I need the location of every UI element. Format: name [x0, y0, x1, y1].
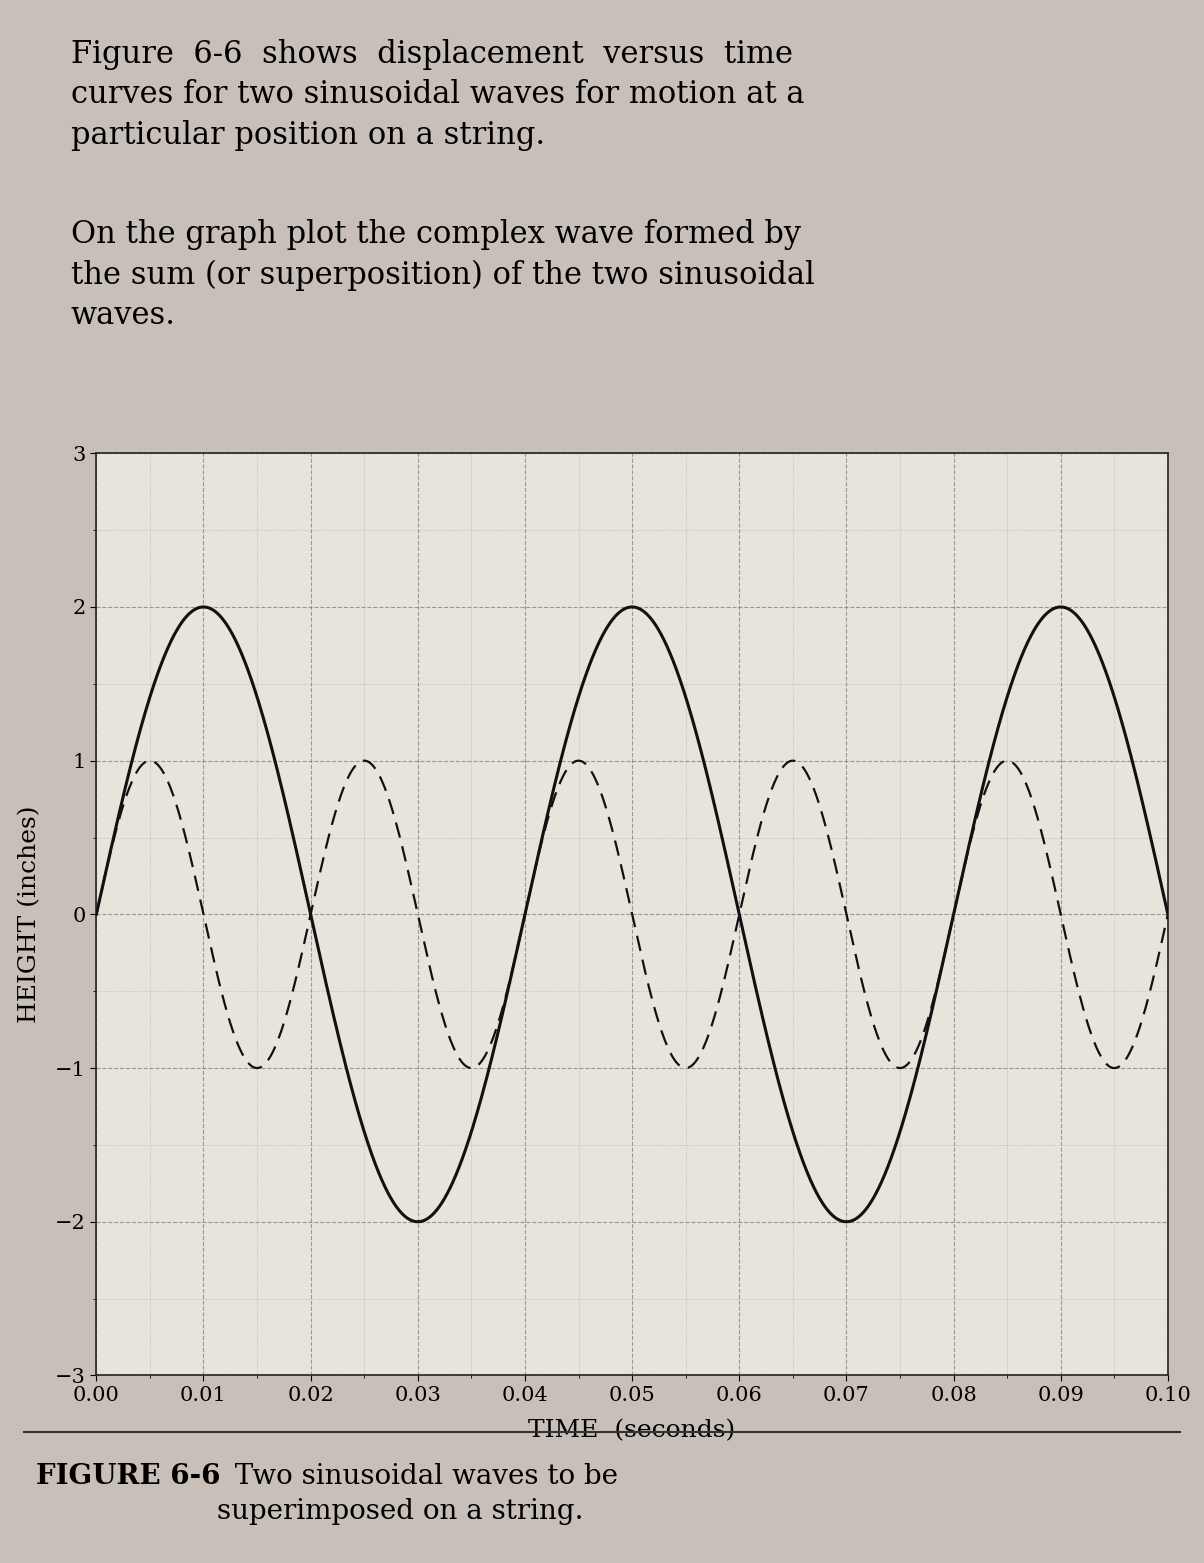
- Text: FIGURE 6-6: FIGURE 6-6: [36, 1463, 220, 1490]
- Text: On the graph plot the complex wave formed by
the sum (or superposition) of the t: On the graph plot the complex wave forme…: [71, 219, 814, 331]
- Text: Two sinusoidal waves to be
superimposed on a string.: Two sinusoidal waves to be superimposed …: [217, 1463, 618, 1525]
- Y-axis label: HEIGHT (inches): HEIGHT (inches): [18, 805, 41, 1024]
- X-axis label: TIME  (seconds): TIME (seconds): [529, 1419, 736, 1441]
- Text: Figure  6-6  shows  displacement  versus  time
curves for two sinusoidal waves f: Figure 6-6 shows displacement versus tim…: [71, 39, 804, 152]
